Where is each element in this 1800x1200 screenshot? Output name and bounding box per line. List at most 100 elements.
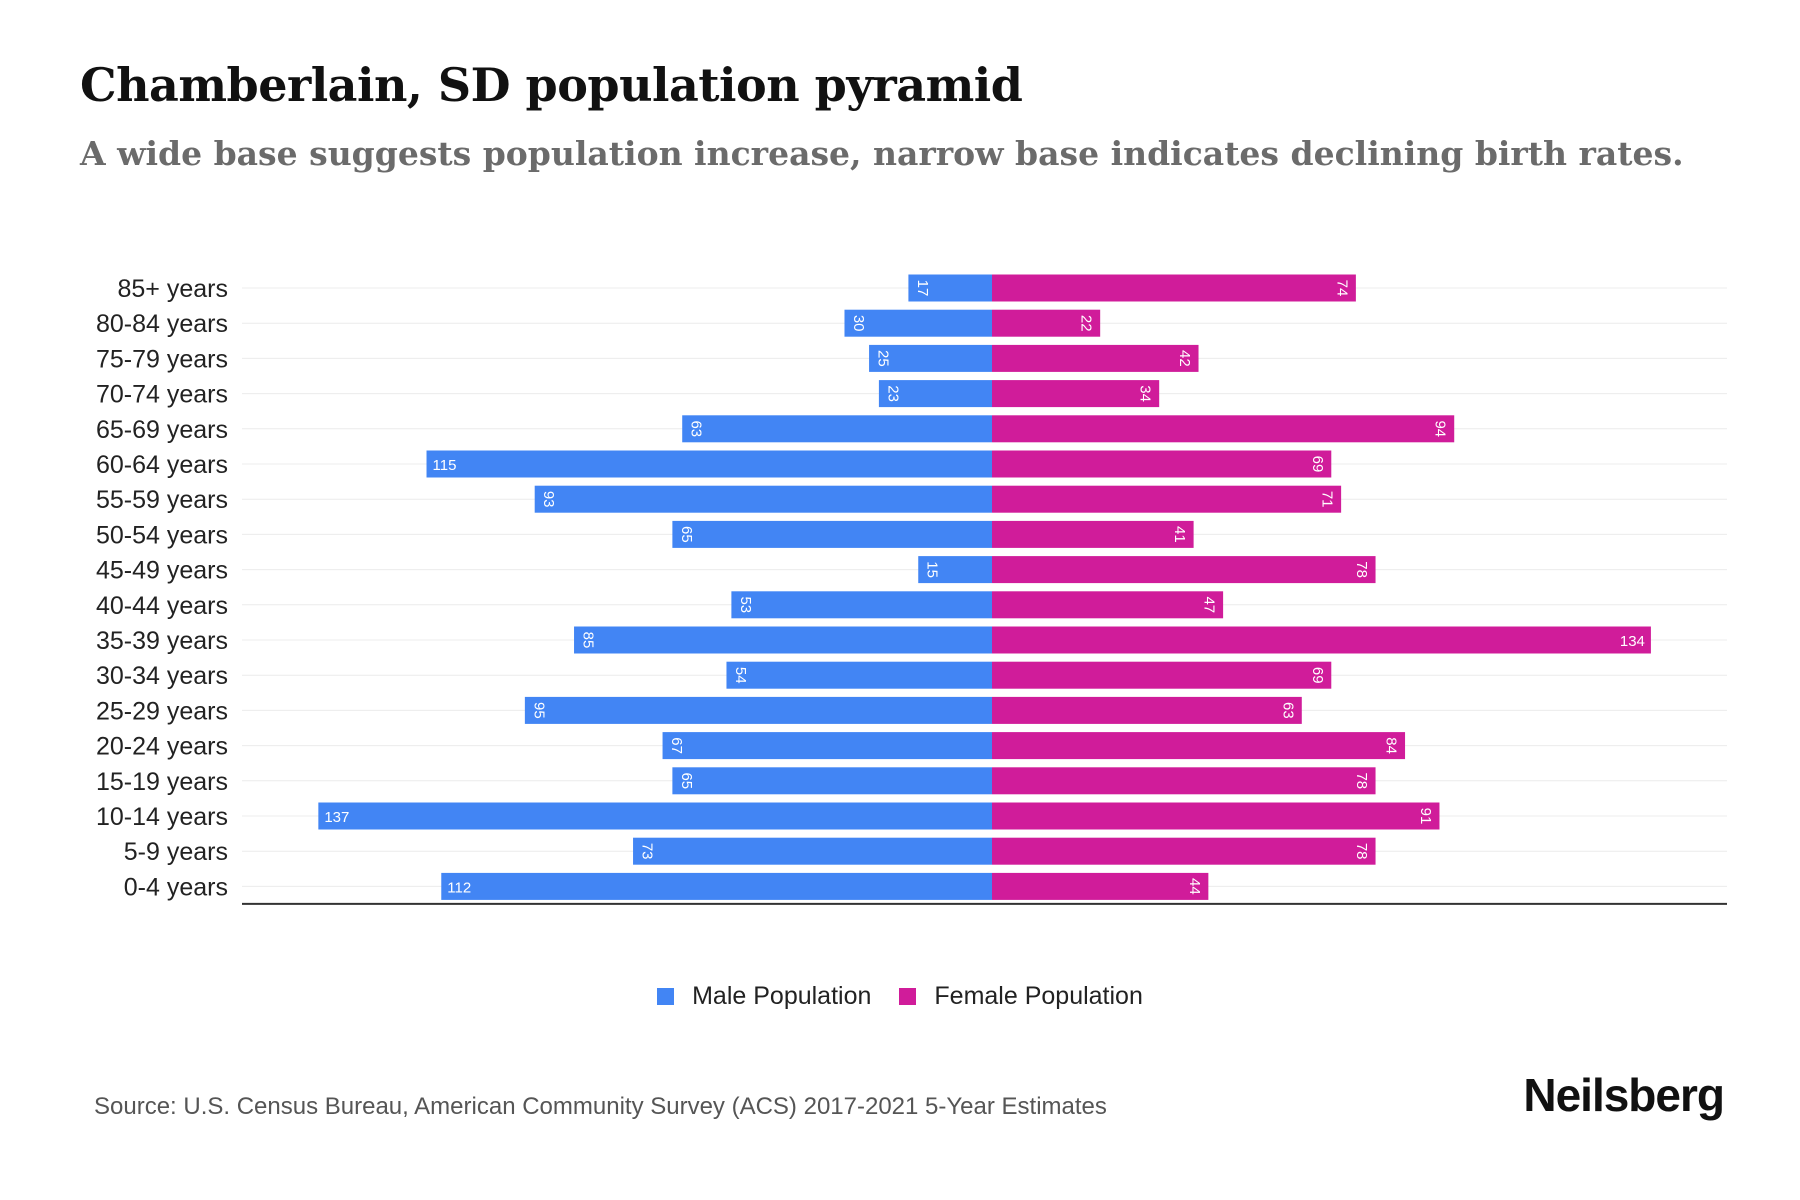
bar-female-20-24-years[interactable]: [992, 732, 1406, 760]
data-label-female-10-14-years: 91: [1417, 808, 1434, 825]
data-label-male-0-4-years: 112: [447, 879, 471, 896]
chart-legend: Male Population Female Population: [0, 982, 1800, 1011]
bar-male-5-9-years[interactable]: [633, 837, 992, 865]
data-label-female-15-19-years: 78: [1353, 772, 1370, 789]
bar-male-85plus-years[interactable]: [908, 274, 992, 302]
bar-male-0-4-years[interactable]: [441, 872, 993, 900]
tick-label-60-64-years: 60-64 years: [96, 451, 228, 479]
bar-female-45-49-years[interactable]: [992, 556, 1376, 584]
tick-label-55-59-years: 55-59 years: [96, 486, 228, 514]
data-label-female-50-54-years: 41: [1171, 526, 1188, 543]
population-pyramid-chart: 85+ years 17 74 80-84 years 30 22 75-79 years 2…: [96, 274, 1727, 905]
legend-item-male[interactable]: Male Population: [657, 982, 871, 1011]
bar-female-55-59-years[interactable]: [992, 485, 1342, 513]
tick-label-35-39-years: 35-39 years: [96, 627, 228, 655]
bar-female-25-29-years[interactable]: [992, 696, 1302, 724]
female-swatch-icon: [899, 988, 917, 1005]
data-label-female-25-29-years: 63: [1279, 702, 1296, 719]
data-label-male-45-49-years: 15: [924, 561, 941, 578]
brand-logo: Neilsberg: [1523, 1069, 1725, 1121]
data-label-male-5-9-years: 73: [639, 843, 656, 860]
tick-label-45-49-years: 45-49 years: [96, 557, 228, 585]
data-label-female-5-9-years: 78: [1353, 843, 1370, 860]
bar-female-70-74-years[interactable]: [992, 380, 1160, 408]
legend-label-female: Female Population: [934, 982, 1143, 1010]
tick-label-10-14-years: 10-14 years: [96, 803, 228, 831]
data-label-female-55-59-years: 71: [1319, 491, 1336, 508]
bar-male-75-79-years[interactable]: [869, 344, 992, 372]
tick-label-20-24-years: 20-24 years: [96, 733, 228, 761]
bar-female-0-4-years[interactable]: [992, 872, 1209, 900]
tick-label-30-34-years: 30-34 years: [96, 662, 228, 690]
bar-female-50-54-years[interactable]: [992, 520, 1194, 548]
male-swatch-icon: [657, 988, 675, 1005]
bar-female-80-84-years[interactable]: [992, 309, 1101, 337]
data-label-female-30-34-years: 69: [1309, 667, 1326, 684]
tick-label-85plus-years: 85+ years: [118, 275, 229, 303]
data-label-male-70-74-years: 23: [884, 385, 901, 402]
tick-label-80-84-years: 80-84 years: [96, 310, 228, 338]
data-label-male-40-44-years: 53: [737, 596, 754, 613]
data-label-female-85plus-years: 74: [1333, 280, 1350, 297]
tick-label-75-79-years: 75-79 years: [96, 345, 228, 373]
bar-female-10-14-years[interactable]: [992, 802, 1440, 830]
bar-female-15-19-years[interactable]: [992, 767, 1376, 795]
bar-female-60-64-years[interactable]: [992, 450, 1332, 478]
bar-male-50-54-years[interactable]: [672, 520, 992, 548]
tick-label-15-19-years: 15-19 years: [96, 768, 228, 796]
bar-female-75-79-years[interactable]: [992, 344, 1199, 372]
data-label-male-85plus-years: 17: [914, 280, 931, 297]
data-label-male-80-84-years: 30: [850, 315, 867, 332]
data-label-female-65-69-years: 94: [1432, 420, 1449, 437]
bar-female-40-44-years[interactable]: [992, 591, 1224, 619]
data-label-female-70-74-years: 34: [1137, 385, 1154, 402]
tick-label-70-74-years: 70-74 years: [96, 381, 228, 409]
data-label-female-0-4-years: 44: [1186, 878, 1203, 895]
data-label-female-75-79-years: 42: [1176, 350, 1193, 367]
source-note: Source: U.S. Census Bureau, American Com…: [94, 1093, 1107, 1120]
data-label-female-80-84-years: 22: [1078, 315, 1095, 332]
tick-label-0-4-years: 0-4 years: [124, 873, 228, 901]
tick-label-65-69-years: 65-69 years: [96, 416, 228, 444]
bar-male-70-74-years[interactable]: [878, 380, 992, 408]
bar-female-35-39-years[interactable]: [992, 626, 1651, 654]
tick-label-40-44-years: 40-44 years: [96, 592, 228, 620]
data-label-female-35-39-years: 134: [1620, 633, 1645, 650]
bar-female-85plus-years[interactable]: [992, 274, 1356, 302]
data-label-female-40-44-years: 47: [1201, 596, 1218, 613]
bar-male-65-69-years[interactable]: [682, 415, 992, 443]
bar-female-65-69-years[interactable]: [992, 415, 1455, 443]
data-label-male-65-69-years: 63: [688, 420, 705, 437]
bar-male-20-24-years[interactable]: [662, 732, 992, 760]
data-label-female-45-49-years: 78: [1353, 561, 1370, 578]
bar-male-10-14-years[interactable]: [318, 802, 992, 830]
legend-item-female[interactable]: Female Population: [899, 982, 1143, 1011]
bar-male-55-59-years[interactable]: [534, 485, 992, 513]
bar-male-25-29-years[interactable]: [524, 696, 992, 724]
data-label-male-60-64-years: 115: [433, 457, 457, 474]
tick-label-50-54-years: 50-54 years: [96, 521, 228, 549]
data-label-male-35-39-years: 85: [580, 632, 597, 649]
data-label-male-15-19-years: 65: [678, 772, 695, 789]
data-label-male-25-29-years: 95: [530, 702, 547, 719]
bar-male-60-64-years[interactable]: [426, 450, 992, 478]
bar-male-80-84-years[interactable]: [844, 309, 992, 337]
bar-male-45-49-years[interactable]: [918, 556, 992, 584]
bar-male-35-39-years[interactable]: [574, 626, 992, 654]
data-label-male-10-14-years: 137: [324, 809, 349, 826]
tick-label-5-9-years: 5-9 years: [124, 838, 228, 866]
bar-female-5-9-years[interactable]: [992, 837, 1376, 865]
data-label-male-20-24-years: 67: [668, 737, 685, 754]
chart-subtitle: A wide base suggests population increase…: [80, 134, 1684, 173]
chart-title: Chamberlain, SD population pyramid: [80, 58, 1023, 112]
bar-male-30-34-years[interactable]: [726, 661, 992, 689]
data-label-male-55-59-years: 93: [540, 491, 557, 508]
bar-male-15-19-years[interactable]: [672, 767, 992, 795]
tick-label-25-29-years: 25-29 years: [96, 697, 228, 725]
data-label-female-20-24-years: 84: [1383, 737, 1400, 754]
bar-female-30-34-years[interactable]: [992, 661, 1332, 689]
bar-male-40-44-years[interactable]: [731, 591, 992, 619]
data-label-female-60-64-years: 69: [1309, 456, 1326, 473]
data-label-male-75-79-years: 25: [875, 350, 892, 367]
data-label-male-30-34-years: 54: [732, 667, 749, 684]
